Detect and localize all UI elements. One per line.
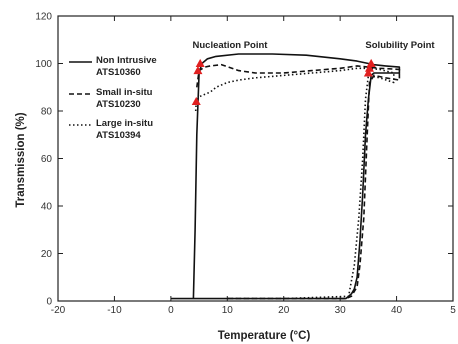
legend-label-line2: ATS10394	[96, 130, 141, 141]
x-tick-label: 30	[335, 305, 347, 316]
y-tick-label: 0	[46, 297, 52, 308]
legend-label-line2: ATS10360	[96, 67, 141, 78]
legend-label-line1: Small in-situ	[96, 87, 153, 98]
x-tick-label: 40	[391, 305, 403, 316]
series-line-dotted	[194, 67, 395, 300]
x-tick-label: -20	[51, 305, 66, 316]
x-tick-label: 0	[168, 305, 174, 316]
y-tick-label: 100	[35, 59, 52, 70]
series-line-solid	[170, 53, 401, 300]
series-line-dashed	[196, 63, 401, 300]
point-marker	[191, 96, 201, 105]
series-layer	[170, 53, 401, 300]
y-tick-label: 60	[41, 154, 53, 165]
legend-item-non-intrusive: Non Intrusive ATS10360	[69, 55, 157, 78]
legend-label-line1: Non Intrusive	[96, 55, 157, 66]
x-tick-label: 20	[278, 305, 290, 316]
marker-layer	[191, 58, 376, 105]
legend-label-line1: Large in-situ	[96, 118, 153, 129]
x-tick-label: 10	[222, 305, 234, 316]
y-tick-label: 40	[41, 202, 53, 213]
annotation-solubility-point: Solubility Point	[365, 40, 435, 51]
y-tick-label: 120	[35, 12, 52, 23]
legend-item-small-in-situ: Small in-situ ATS10230	[69, 87, 153, 110]
point-marker	[195, 58, 205, 67]
legend-item-large-in-situ: Large in-situ ATS10394	[69, 118, 153, 141]
x-tick-label: -10	[107, 305, 122, 316]
y-tick-label: 20	[41, 249, 53, 260]
x-tick-label: 5	[450, 305, 456, 316]
y-tick-label: 80	[41, 107, 53, 118]
point-marker	[363, 68, 373, 77]
legend-label-line2: ATS10230	[96, 99, 141, 110]
legend: Non Intrusive ATS10360 Small in-situ ATS…	[69, 55, 157, 141]
annotation-nucleation-point: Nucleation Point	[193, 40, 269, 51]
x-axis-title: Temperature (°C)	[218, 330, 311, 342]
plot-frame	[57, 15, 454, 302]
y-axis-title: Transmission (%)	[15, 112, 27, 207]
point-marker	[193, 66, 203, 75]
